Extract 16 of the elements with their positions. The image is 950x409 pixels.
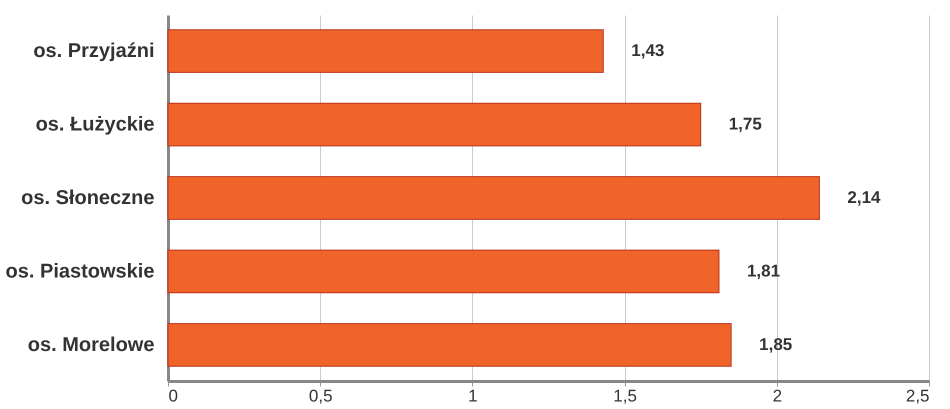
- data-label: 1,43: [631, 41, 664, 60]
- data-label: 1,85: [759, 334, 792, 354]
- y-tick-label: os. Słoneczne: [21, 187, 154, 209]
- data-label: 1,81: [746, 261, 780, 280]
- y-tick-label: os. Piastowskie: [6, 260, 154, 282]
- x-tick-label: 0,5: [308, 386, 333, 406]
- x-tick-label: 1: [468, 386, 478, 406]
- data-label: 2,14: [847, 188, 882, 207]
- y-tick-label: os. Łużyckie: [36, 114, 154, 136]
- x-tick-label: 1,5: [613, 386, 637, 406]
- x-tick-label: 2,5: [906, 386, 930, 406]
- x-tick-label: 0: [168, 386, 178, 406]
- y-tick-label: os. Morelowe: [28, 334, 154, 356]
- y-tick-label: os. Przyjaźni: [33, 40, 154, 62]
- data-label: 1,75: [728, 114, 762, 134]
- x-tick-label: 2: [772, 386, 782, 406]
